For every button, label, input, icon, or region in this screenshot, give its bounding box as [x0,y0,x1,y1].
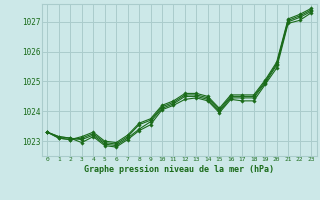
X-axis label: Graphe pression niveau de la mer (hPa): Graphe pression niveau de la mer (hPa) [84,165,274,174]
